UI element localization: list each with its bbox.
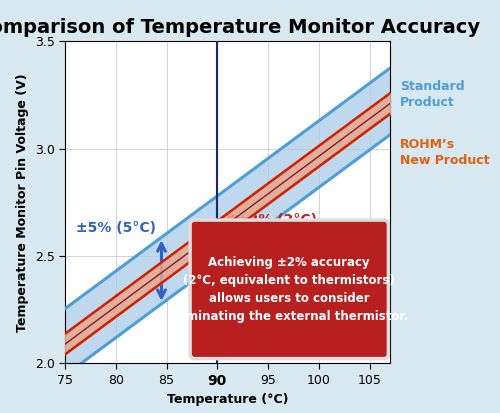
- X-axis label: Temperature (°C): Temperature (°C): [167, 394, 288, 406]
- Text: ROHM’s
New Product: ROHM’s New Product: [400, 138, 489, 167]
- FancyBboxPatch shape: [190, 220, 388, 358]
- Y-axis label: Temperature Monitor Pin Voltage (V): Temperature Monitor Pin Voltage (V): [16, 73, 29, 332]
- Text: Achieving ±2% accuracy
(2°C, equivalent to thermistors)
allows users to consider: Achieving ±2% accuracy (2°C, equivalent …: [170, 256, 408, 323]
- Text: ±2% (2°C): ±2% (2°C): [236, 213, 316, 227]
- Title: Comparison of Temperature Monitor Accuracy: Comparison of Temperature Monitor Accura…: [0, 18, 480, 37]
- Text: ±5% (5°C): ±5% (5°C): [76, 221, 156, 235]
- Text: Standard
Product: Standard Product: [400, 80, 464, 109]
